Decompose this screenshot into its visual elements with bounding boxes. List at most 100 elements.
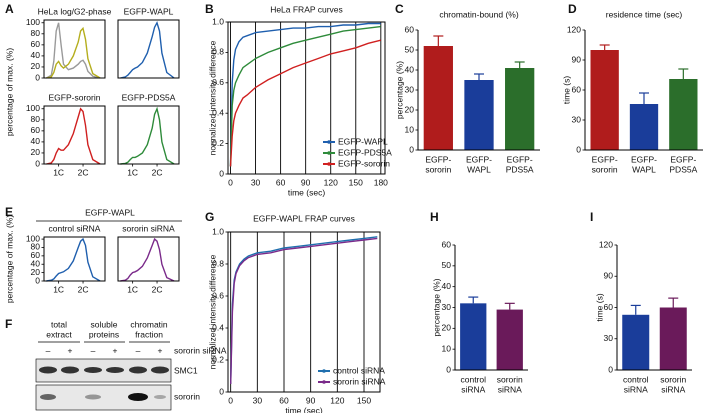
- y-tick-label: 40: [442, 281, 452, 291]
- y-tick-label: 100: [26, 17, 40, 27]
- band-label: SMC1: [174, 365, 198, 375]
- y-tick-label: 20: [31, 61, 41, 71]
- x-tick-label: 2C: [152, 167, 163, 177]
- sign: –: [91, 345, 96, 355]
- y-axis-label: percentage of max. (%): [4, 48, 14, 137]
- blot-bands: [40, 393, 166, 401]
- y-tick-label: 0: [409, 144, 414, 154]
- fraction-label: chromatin: [130, 319, 168, 329]
- y-tick-label: 0.2: [212, 138, 224, 148]
- y-tick-label: 100: [26, 103, 40, 113]
- plot-frame: [43, 19, 106, 79]
- band: [154, 395, 166, 399]
- x-tick-label: sororin: [592, 164, 618, 174]
- x-tick-label: 0: [228, 395, 233, 405]
- y-axis-label: normalized intensity difference: [207, 254, 217, 369]
- panel-letter: I: [590, 210, 593, 224]
- x-tick-label: PDS5A: [669, 164, 697, 174]
- y-tick-label: 60: [31, 125, 41, 135]
- series-line: [230, 237, 378, 385]
- band: [40, 394, 56, 400]
- x-tick-label: 0: [228, 177, 233, 187]
- y-tick-label: 0: [35, 275, 40, 285]
- x-tick-label: 180: [374, 177, 388, 187]
- x-tick-label: 90: [301, 177, 311, 187]
- x-tick-label: 1C: [127, 284, 138, 294]
- y-tick-label: 60: [31, 39, 41, 49]
- x-tick-label: EGFP-: [507, 154, 533, 164]
- y-tick-label: 30: [572, 114, 582, 124]
- x-tick-label: EGFP-: [670, 154, 696, 164]
- y-tick-label: 0.8: [212, 258, 224, 268]
- y-tick-label: 0: [608, 364, 613, 374]
- panel-letter: A: [5, 2, 14, 16]
- y-tick-label: 120: [599, 239, 613, 249]
- series-line: [229, 25, 381, 167]
- y-axis-label: percentage (%): [431, 278, 441, 336]
- x-tick-label: 120: [324, 177, 338, 187]
- y-tick-label: 0: [576, 144, 581, 154]
- panel-letter: H: [430, 210, 439, 224]
- chart-title: control siRNA: [49, 223, 101, 233]
- chart-title: residence time (sec): [606, 9, 683, 19]
- plot-frame: [117, 19, 180, 79]
- bar: [629, 104, 659, 150]
- y-tick-label: 0: [35, 72, 40, 82]
- y-tick-label: 0.6: [212, 290, 224, 300]
- y-tick-label: 1.0: [212, 16, 224, 26]
- y-tick-label: 50: [405, 44, 415, 54]
- y-tick-label: 90: [604, 271, 614, 281]
- y-axis-label: percentage (%): [394, 61, 404, 119]
- panel-letter: F: [5, 317, 12, 331]
- y-tick-label: 80: [31, 28, 41, 38]
- y-tick-label: 0: [35, 158, 40, 168]
- sign: +: [113, 345, 118, 355]
- y-tick-label: 40: [405, 64, 415, 74]
- band: [39, 366, 57, 374]
- x-tick-label: WAPL: [632, 164, 656, 174]
- y-tick-label: 60: [604, 302, 614, 312]
- x-axis-label: time (sec): [288, 187, 325, 197]
- x-tick-label: control: [460, 374, 486, 384]
- axis-line: [584, 30, 703, 151]
- group-title: EGFP-WAPL: [85, 207, 135, 217]
- y-tick-label: 0.4: [212, 107, 224, 117]
- x-tick-label: EGFP-: [592, 154, 618, 164]
- y-tick-label: 40: [31, 50, 41, 60]
- band: [151, 366, 169, 374]
- bar: [505, 68, 535, 150]
- x-tick-label: 60: [279, 395, 289, 405]
- bar: [659, 307, 687, 370]
- plot-frame: [117, 236, 180, 282]
- series-line: [46, 22, 101, 79]
- x-tick-label: 30: [251, 177, 261, 187]
- axis-line: [454, 245, 528, 371]
- x-tick-label: sororin: [660, 374, 686, 384]
- legend-label: EGFP-WAPL: [338, 136, 388, 146]
- legend-swatch: [327, 162, 331, 166]
- y-axis-label: percentage of max. (%): [4, 215, 14, 304]
- x-tick-label: siRNA: [461, 384, 485, 394]
- y-tick-label: 30: [604, 333, 614, 343]
- chart-title: EGFP-WAPL FRAP curves: [253, 213, 355, 223]
- sign: +: [68, 345, 73, 355]
- bar: [423, 46, 453, 150]
- x-tick-label: 1C: [53, 284, 64, 294]
- axis-line: [417, 30, 540, 151]
- y-tick-label: 0.8: [212, 47, 224, 57]
- series-line: [120, 106, 175, 165]
- x-tick-label: 150: [349, 177, 363, 187]
- x-tick-label: WAPL: [467, 164, 491, 174]
- bar: [496, 309, 523, 370]
- y-tick-label: 0.6: [212, 77, 224, 87]
- x-tick-label: sororin: [497, 374, 523, 384]
- chart-title: EGFP-WAPL: [124, 6, 174, 16]
- fraction-label: extract: [46, 329, 72, 339]
- x-tick-label: 1C: [53, 167, 64, 177]
- y-tick-label: 0: [219, 386, 224, 396]
- x-tick-label: sororin: [425, 164, 451, 174]
- chart-title: HeLa log/G2-phase: [38, 6, 112, 16]
- condition-label: sororin siRNA: [174, 345, 227, 355]
- y-axis-label: normalized intensity difference: [207, 40, 217, 155]
